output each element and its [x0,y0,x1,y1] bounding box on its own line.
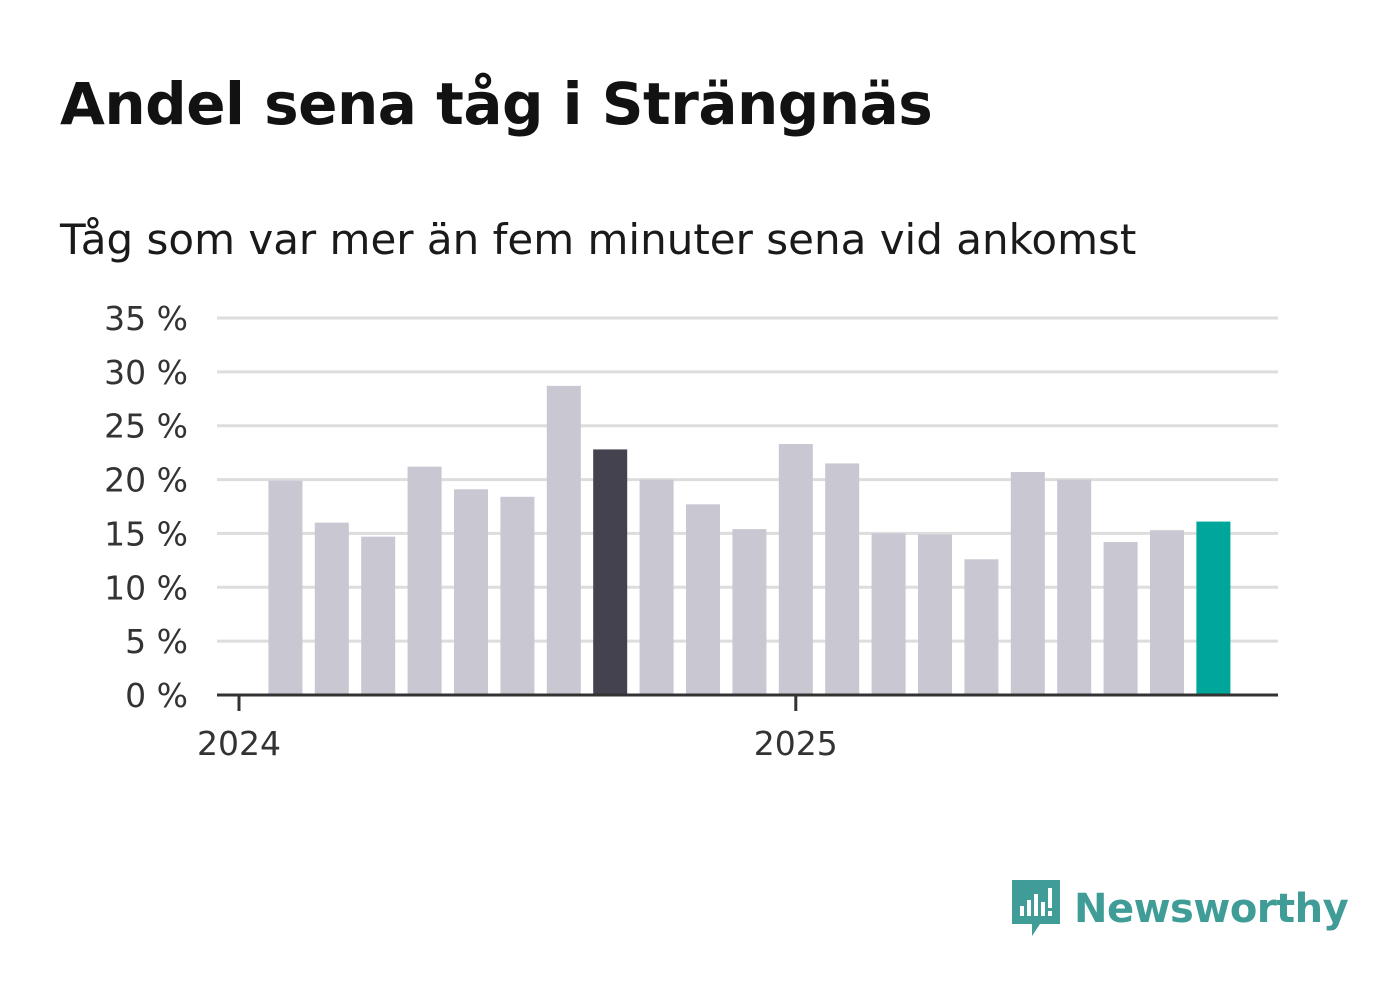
y-tick-label: 30 % [104,353,188,392]
bar [639,479,674,695]
bar [593,449,628,695]
y-tick-label: 15 % [104,514,188,553]
bar [268,480,303,695]
x-axis [217,693,1278,711]
y-tick-label: 0 % [125,676,188,715]
x-tick-label: 2024 [197,724,281,763]
bar [407,466,442,695]
bar [964,559,999,695]
bar [778,444,813,695]
bar [314,522,349,695]
bars [268,385,1231,695]
bar [1196,521,1231,695]
bar [454,489,488,695]
bar [1103,542,1138,695]
newsworthy-logo-icon [1012,880,1060,936]
y-tick-label: 10 % [104,568,188,607]
y-tick-label: 20 % [104,461,188,500]
x-axis-labels: 2024 2025 [197,724,838,763]
chart-subtitle: Tåg som var mer än fem minuter sena vid … [60,215,1137,264]
bar [1010,472,1045,695]
bar [732,529,767,695]
bar [361,536,396,695]
x-tick-label: 2025 [754,724,838,763]
brand-name: Newsworthy [1074,886,1349,932]
bar-chart: 0 % 5 % 10 % 15 % 20 % 25 % 30 % 35 % 2024 2025 [104,299,1278,763]
y-axis-labels: 0 % 5 % 10 % 15 % 20 % 25 % 30 % 35 % [104,299,188,715]
chart-title: Andel sena tåg i Strängnäs [60,70,933,138]
bar [1150,530,1184,695]
bar [918,534,952,695]
bar [825,463,860,695]
bar [686,504,720,695]
bar [1057,479,1092,695]
bar [500,496,535,695]
y-tick-label: 5 % [125,622,188,661]
newsworthy-logo: Newsworthy [1010,878,1349,940]
y-tick-label: 25 % [104,407,188,446]
bar [546,385,581,695]
bar [871,533,906,695]
y-tick-label: 35 % [104,299,188,338]
